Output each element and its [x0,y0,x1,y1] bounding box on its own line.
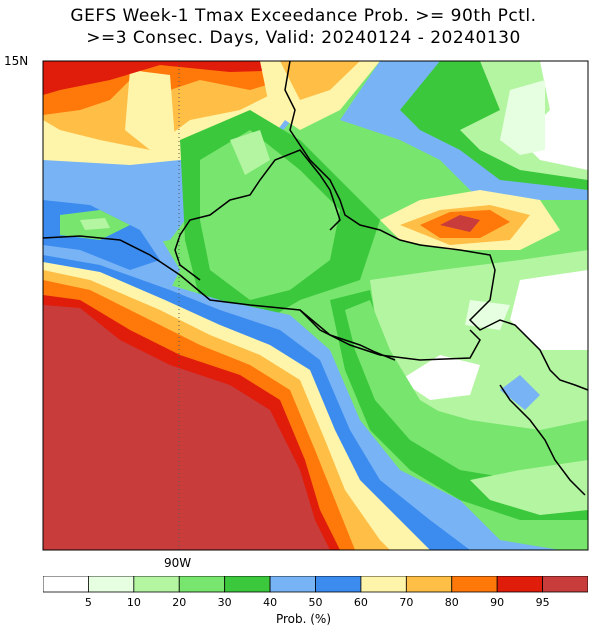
colorbar-tick-label: 5 [85,596,92,609]
probability-map [42,60,589,551]
coast-south [299,309,396,361]
colorbar-tick-label: 40 [263,596,277,609]
colorbar-tick-label: 90 [490,596,504,609]
se-blue-spot [500,375,540,410]
border-inner [174,234,201,281]
colorbar-tick-label: 20 [172,596,186,609]
colorbar-tick-label: 10 [127,596,141,609]
colorbar-tick-label: 60 [354,596,368,609]
colorbar-swatch [269,576,316,593]
colorbar-swatch [542,576,588,593]
latitude-label: 15N [4,54,29,68]
colorbar-tick-label: 50 [309,596,323,609]
colorbar-swatch [224,576,271,593]
longitude-label: 90W [164,556,192,570]
east-red [440,215,480,232]
nw-yellow-pocket [125,70,175,150]
se-white-2 [400,355,480,400]
ne-pale-green [500,80,545,155]
se-white-1 [510,270,588,350]
central-pale-green [230,130,270,175]
central-light-green [200,130,340,300]
title-line-2: >=3 Consec. Days, Valid: 20240124 - 2024… [86,28,521,48]
colorbar-swatch [315,576,362,593]
nw-red [43,61,300,95]
colorbar-tick-label: 95 [536,596,550,609]
map-fill [43,61,588,550]
border-guat [179,149,341,236]
coastline-north [284,60,589,391]
map-frame [42,60,589,551]
colorbar-swatch [88,576,135,593]
sw-dark-red [43,305,330,550]
far-se-light [470,460,588,515]
colorbar-swatch [451,576,498,593]
coastlines [42,60,589,496]
colorbar-swatch [43,576,89,593]
colorbar-swatch [405,576,453,593]
se-pale-spot [465,300,510,330]
west-pale-spot [80,218,110,230]
colorbar-title: Prob. (%) [275,612,332,626]
colorbar-swatch [496,576,543,593]
top-center-orange [280,61,360,100]
colorbar-tick-label: 80 [445,596,459,609]
colorbar-swatch [178,576,226,593]
colorbar-swatch [133,576,180,593]
coast-light-green [345,300,588,480]
colorbar-tick-label: 70 [399,596,413,609]
title-line-1: GEFS Week-1 Tmax Exceedance Prob. >= 90t… [70,6,537,26]
colorbar-swatch [360,576,407,593]
colorbar-tick-label: 30 [218,596,232,609]
border-east [499,384,586,496]
colorbar: 5 10 20 30 40 50 60 70 80 90 95 [43,576,588,609]
